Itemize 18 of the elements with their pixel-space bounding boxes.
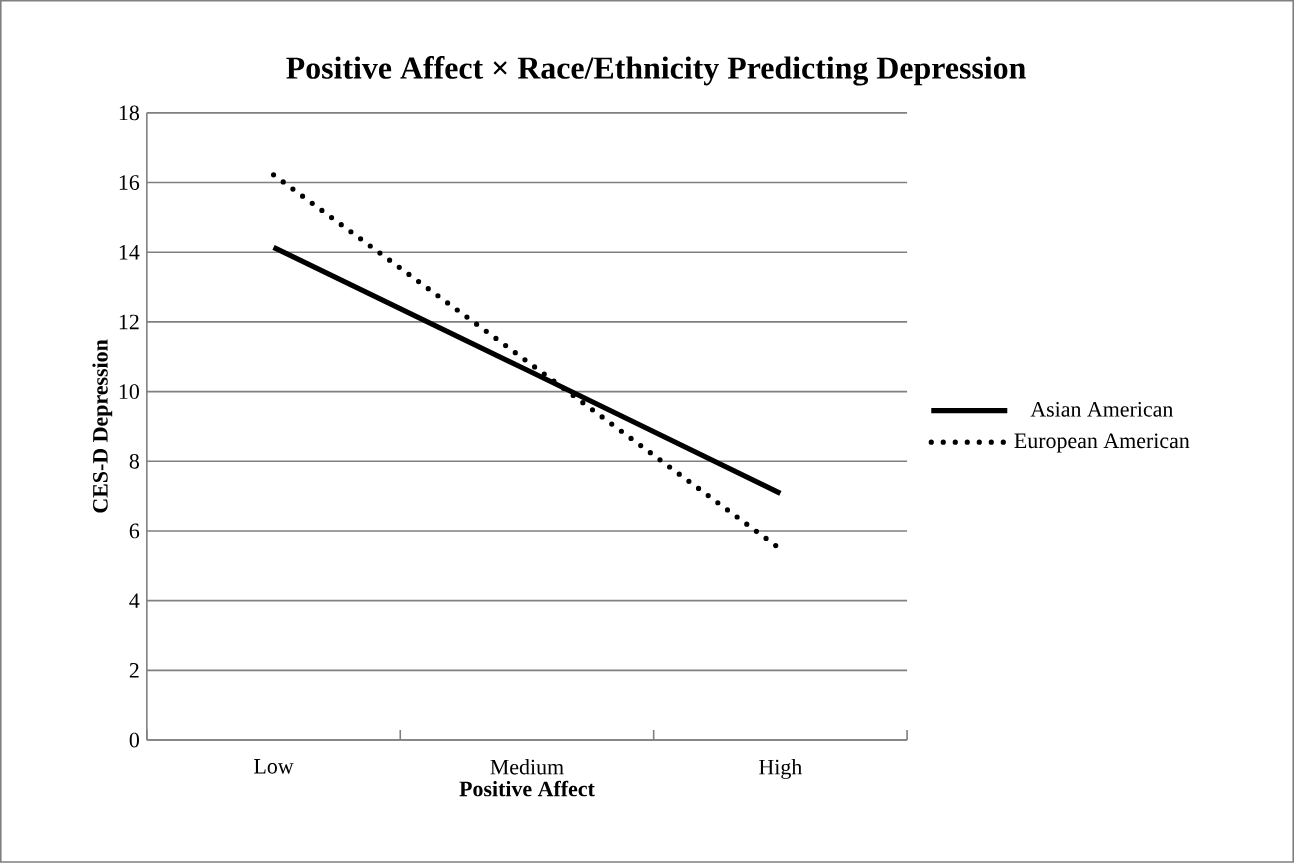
x-axis-title: Positive Affect [459, 780, 595, 797]
y-tick-label: 12 [119, 314, 139, 330]
y-tick-label: 14 [119, 245, 140, 260]
legend-label: Asian American [1030, 402, 1174, 417]
y-tick-label: 10 [119, 384, 139, 400]
y-tick-label: 0 [129, 732, 139, 748]
y-tick-label: 8 [129, 453, 139, 469]
legend-label: European American [1014, 433, 1190, 453]
x-tick-label: Low [254, 759, 294, 774]
y-tick-label: 2 [129, 663, 139, 678]
y-tick-label: 4 [129, 593, 140, 608]
y-tick-label: 6 [129, 523, 140, 539]
chart-title: Positive Affect × Race/Ethnicity Predicting Depression [286, 56, 1026, 86]
y-tick-label: 18 [119, 105, 139, 121]
y-axis-title: CES-D Depression [92, 339, 113, 513]
x-tick-label: Medium [490, 759, 564, 775]
x-tick-label: High [759, 759, 802, 780]
y-tick-label: 16 [119, 175, 140, 190]
